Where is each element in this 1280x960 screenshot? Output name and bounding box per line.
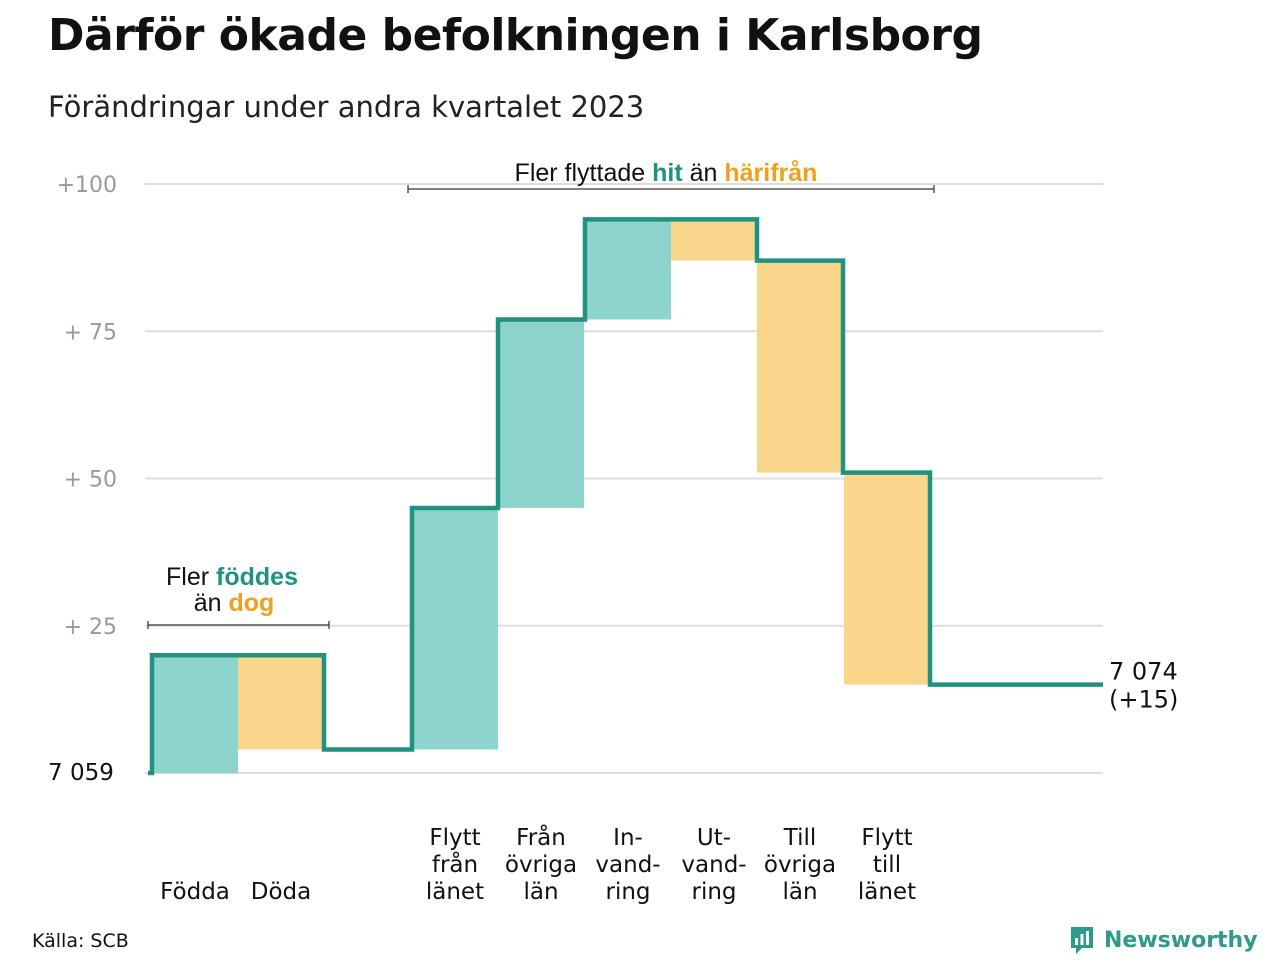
bar: [844, 472, 930, 685]
bar: [585, 219, 671, 320]
category-label: övriga: [764, 852, 836, 878]
bar: [238, 655, 324, 750]
annotation-part: dog: [222, 589, 275, 617]
y-tick-label: + 75: [64, 320, 117, 345]
chart-subtitle: Förändringar under andra kvartalet 2023: [48, 90, 645, 124]
category-label: ring: [691, 879, 736, 905]
bar: [757, 260, 843, 473]
category-label: Från: [516, 823, 566, 851]
source-label: Källa: SCB: [32, 930, 129, 952]
bar: [152, 655, 238, 773]
end-change-label: (+15): [1109, 686, 1178, 714]
annotation-part: än: [683, 159, 718, 187]
category-label: vand-: [595, 852, 660, 878]
category-label: In-: [613, 825, 643, 851]
annotation-part: Fler: [166, 563, 209, 591]
annotation-text: Fler föddes: [166, 563, 298, 591]
bar: [498, 319, 584, 508]
y-tick-label: + 25: [64, 615, 117, 640]
bar: [671, 219, 757, 261]
bar: [412, 507, 498, 750]
chart-title: Därför ökade befolkningen i Karlsborg: [48, 10, 983, 61]
cumulative-step-line: [148, 217, 1103, 776]
brand-logo: Newsworthy: [1068, 924, 1258, 956]
y-tick-label: + 50: [64, 468, 117, 493]
category-label: övriga: [505, 852, 577, 878]
annotation-part: föddes: [209, 563, 298, 591]
category-label: Ut-: [697, 825, 731, 851]
category-label: Till: [783, 825, 817, 851]
category-label: från: [432, 850, 478, 878]
start-value-label: 7 059: [48, 760, 114, 786]
newsworthy-icon: [1071, 927, 1093, 954]
category-label: län: [782, 879, 817, 905]
category-label: Döda: [251, 879, 311, 905]
category-label: Födda: [160, 879, 230, 905]
category-label: till: [873, 852, 901, 878]
category-label: länet: [426, 879, 484, 905]
annotation-part: än: [194, 589, 222, 617]
annotation-part: härifrån: [717, 159, 817, 187]
y-tick-label: +100: [57, 173, 117, 198]
annotation-text: Fler flyttade hit än härifrån: [515, 159, 818, 187]
category-label: vand-: [681, 852, 746, 878]
end-value-label: 7 074: [1109, 658, 1178, 686]
annotation-part: Fler flyttade: [515, 159, 646, 187]
annotation-part: hit: [645, 159, 683, 187]
category-label: ring: [605, 879, 650, 905]
category-label: län: [523, 879, 558, 905]
category-label: Flytt: [861, 825, 912, 851]
annotation-text: än dog: [194, 589, 275, 617]
brand-name: Newsworthy: [1104, 927, 1258, 953]
category-label: länet: [858, 879, 916, 905]
category-label: Flytt: [429, 825, 480, 851]
